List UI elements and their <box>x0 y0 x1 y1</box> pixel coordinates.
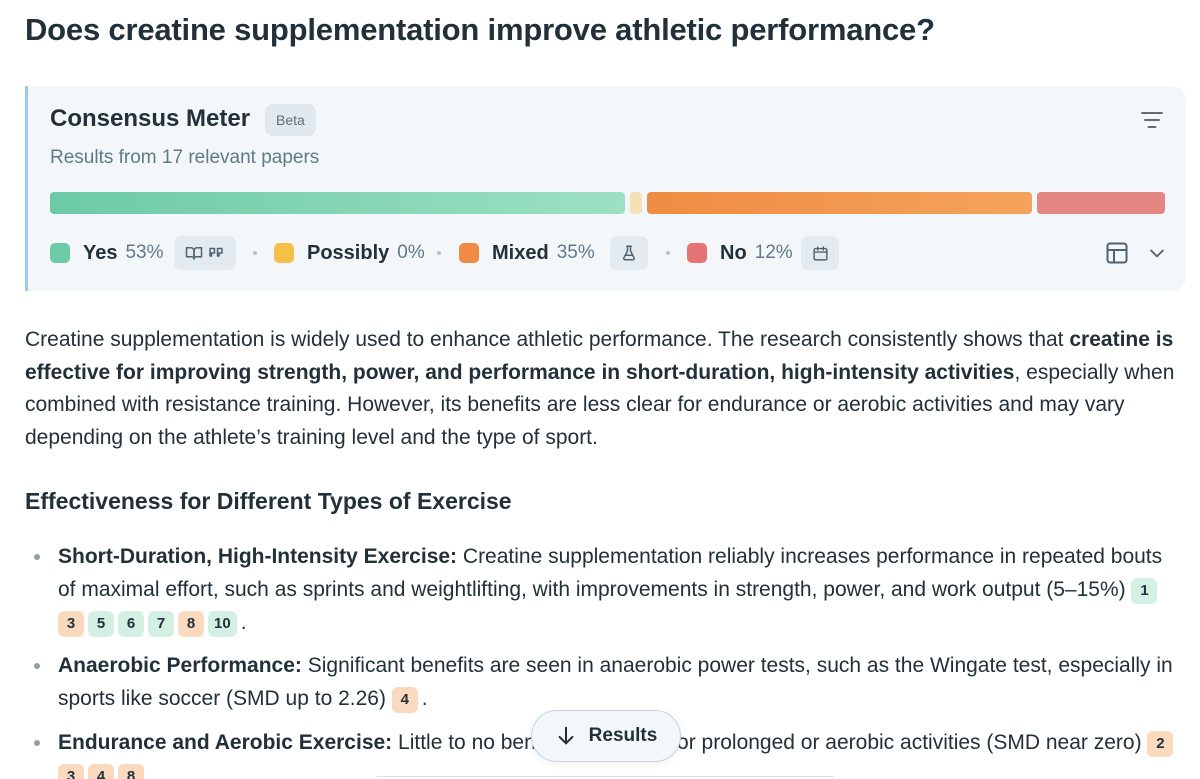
legend-separator <box>437 251 441 255</box>
results-button-label: Results <box>588 725 658 746</box>
citation-badge[interactable]: 4 <box>88 764 114 779</box>
bullet-dot <box>34 554 40 560</box>
legend-possibly-percent: 0% <box>397 242 425 263</box>
page-title: Does creatine supplementation improve at… <box>25 12 935 47</box>
summary-highlight: creatine is effective for improving stre… <box>25 328 1174 384</box>
legend-separator <box>253 251 257 255</box>
citation-badge[interactable]: 8 <box>118 764 144 779</box>
bar-segment-mixed <box>647 192 1032 214</box>
citation-badge[interactable]: 1 <box>1131 578 1158 604</box>
citation-badge[interactable]: 3 <box>58 611 84 637</box>
citation-badge[interactable]: 10 <box>208 611 237 637</box>
no-swatch <box>687 243 707 263</box>
citation-badge[interactable]: 4 <box>391 687 418 713</box>
papers-count: Results from 17 relevant papers <box>50 147 320 168</box>
bar-segment-yes <box>50 192 625 214</box>
legend-yes-label: Yes <box>83 241 118 264</box>
consensus-meter-title: Consensus Meter <box>50 105 251 132</box>
consensus-bar <box>50 192 1167 214</box>
no-evidence-chip[interactable] <box>801 236 839 270</box>
bar-segment-possibly <box>630 192 642 214</box>
quote-icon <box>209 247 223 257</box>
bullet-dot <box>34 663 40 669</box>
bullet-dot <box>34 740 40 746</box>
legend-possibly-label: Possibly <box>307 241 390 264</box>
book-open-icon <box>185 247 203 260</box>
bullet-text: Creatine supplementation reliably increa… <box>58 545 1163 601</box>
bar-segment-no <box>1037 192 1165 214</box>
bullet-text: Little to no benefit was found for prolo… <box>392 731 1142 754</box>
citation-badge[interactable]: 6 <box>118 611 144 637</box>
table-view-control[interactable] <box>1105 236 1167 270</box>
citation-badge[interactable]: 2 <box>1147 731 1174 757</box>
citation-badge[interactable]: 5 <box>88 611 114 637</box>
chevron-down-icon <box>1150 249 1164 258</box>
legend-possibly[interactable]: Possibly 0% <box>274 236 425 270</box>
bottom-bar-edge <box>375 776 835 779</box>
arrow-down-icon <box>558 726 574 745</box>
bullet-title: Short-Duration, High-Intensity Exercise: <box>58 545 458 568</box>
table-icon <box>1106 242 1128 264</box>
possibly-swatch <box>274 243 294 263</box>
yes-evidence-chip[interactable] <box>174 236 236 270</box>
consensus-meter: Consensus Meter Beta Results from 17 rel… <box>25 86 1186 291</box>
summary-lead: Creatine supplementation is widely used … <box>25 328 1070 351</box>
calendar-icon <box>812 245 828 261</box>
legend-no-percent: 12% <box>754 242 793 263</box>
consensus-legend: Yes 53% Possibly 0% Mixed 35% No 12% <box>50 236 1167 270</box>
mixed-evidence-chip[interactable] <box>610 236 648 270</box>
legend-mixed-percent: 35% <box>556 242 595 263</box>
results-button[interactable]: Results <box>531 710 681 762</box>
bullet-end: . <box>240 611 247 634</box>
legend-mixed[interactable]: Mixed 35% <box>459 236 595 270</box>
bullet-end: . <box>421 687 428 710</box>
legend-no[interactable]: No 12% <box>687 236 793 270</box>
summary-tail: , especially when combined with resistan… <box>25 360 1175 449</box>
bullet-title: Anaerobic Performance: <box>58 654 302 677</box>
citation-badge[interactable]: 7 <box>148 611 174 637</box>
legend-separator <box>666 251 670 255</box>
section-heading: Effectiveness for Different Types of Exe… <box>25 488 512 514</box>
bullet-title: Endurance and Aerobic Exercise: <box>58 731 393 754</box>
mixed-swatch <box>459 243 479 263</box>
citation-badge[interactable]: 8 <box>178 611 204 637</box>
legend-yes-percent: 53% <box>125 242 164 263</box>
yes-swatch <box>50 243 70 263</box>
flask-icon <box>623 245 635 261</box>
legend-no-label: No <box>720 241 747 264</box>
beta-badge: Beta <box>265 104 316 136</box>
bullet-text: Significant benefits are seen in anaerob… <box>58 654 1173 710</box>
filter-lines-icon[interactable] <box>1140 108 1164 132</box>
summary-paragraph: Creatine supplementation is widely used … <box>25 324 1175 454</box>
legend-mixed-label: Mixed <box>492 241 549 264</box>
legend-yes[interactable]: Yes 53% <box>50 236 164 270</box>
citation-badge[interactable]: 3 <box>58 764 84 779</box>
